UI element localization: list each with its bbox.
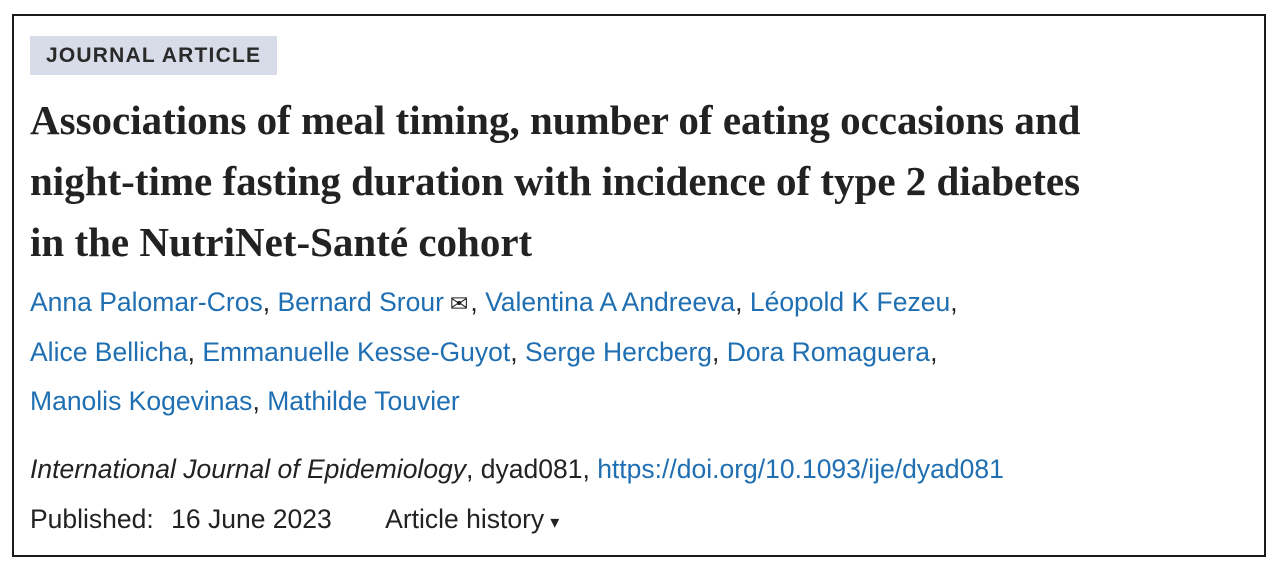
author-link[interactable]: Emmanuelle Kesse-Guyot xyxy=(202,337,511,367)
author-line: Manolis Kogevinas, Mathilde Touvier xyxy=(30,377,958,426)
published-label: Published: xyxy=(30,504,154,534)
article-title: Associations of meal timing, number of e… xyxy=(30,90,1260,273)
author-separator: , xyxy=(930,337,938,367)
title-line: Associations of meal timing, number of e… xyxy=(30,97,1081,143)
author-link[interactable]: Manolis Kogevinas xyxy=(30,386,253,416)
author-separator: , xyxy=(712,337,720,367)
journal-name: International Journal of Epidemiology xyxy=(30,454,467,484)
author-link[interactable]: Alice Bellicha xyxy=(30,337,188,367)
author-separator: , xyxy=(470,287,478,317)
author-link[interactable]: Dora Romaguera xyxy=(726,337,931,367)
article-header: JOURNAL ARTICLE Associations of meal tim… xyxy=(12,14,1266,557)
author-separator: , xyxy=(262,287,271,317)
title-line: night-time fasting duration with inciden… xyxy=(30,158,1081,204)
author-line: Anna Palomar-Cros, Bernard Srour ✉, Valen… xyxy=(30,278,958,328)
author-line: Alice Bellicha, Emmanuelle Kesse-Guyot, … xyxy=(30,328,958,377)
envelope-icon[interactable]: ✉ xyxy=(449,291,469,316)
article-history-label: Article history xyxy=(385,504,545,534)
author-separator: , xyxy=(187,337,195,367)
citation-block: International Journal of Epidemiology, d… xyxy=(30,444,1004,547)
article-history-toggle[interactable]: Article history ▾ xyxy=(385,504,559,534)
citation-line: International Journal of Epidemiology, d… xyxy=(30,444,1004,494)
author-link[interactable]: Valentina A Andreeva xyxy=(485,287,736,317)
author-link[interactable]: Léopold K Fezeu xyxy=(749,287,951,317)
author-link[interactable]: Serge Hercberg xyxy=(524,337,713,367)
title-line: in the NutriNet-Santé cohort xyxy=(30,219,533,265)
published-line: Published: 16 June 2023 Article history ▾ xyxy=(30,494,1004,547)
author-separator: , xyxy=(510,337,518,367)
caret-down-icon: ▾ xyxy=(550,512,560,532)
author-list: Anna Palomar-Cros, Bernard Srour ✉, Valen… xyxy=(30,278,958,426)
author-link[interactable]: Bernard Srour xyxy=(277,287,444,317)
author-separator: , xyxy=(252,386,260,416)
published-date: 16 June 2023 xyxy=(171,504,332,534)
author-link[interactable]: Anna Palomar-Cros xyxy=(30,287,263,317)
author-link[interactable]: Mathilde Touvier xyxy=(267,386,460,416)
article-id: , dyad081, xyxy=(466,454,598,484)
article-type-badge: JOURNAL ARTICLE xyxy=(30,36,278,75)
author-separator: , xyxy=(950,287,958,317)
author-separator: , xyxy=(735,287,743,317)
doi-link[interactable]: https://doi.org/10.1093/ije/dyad081 xyxy=(597,454,1004,484)
